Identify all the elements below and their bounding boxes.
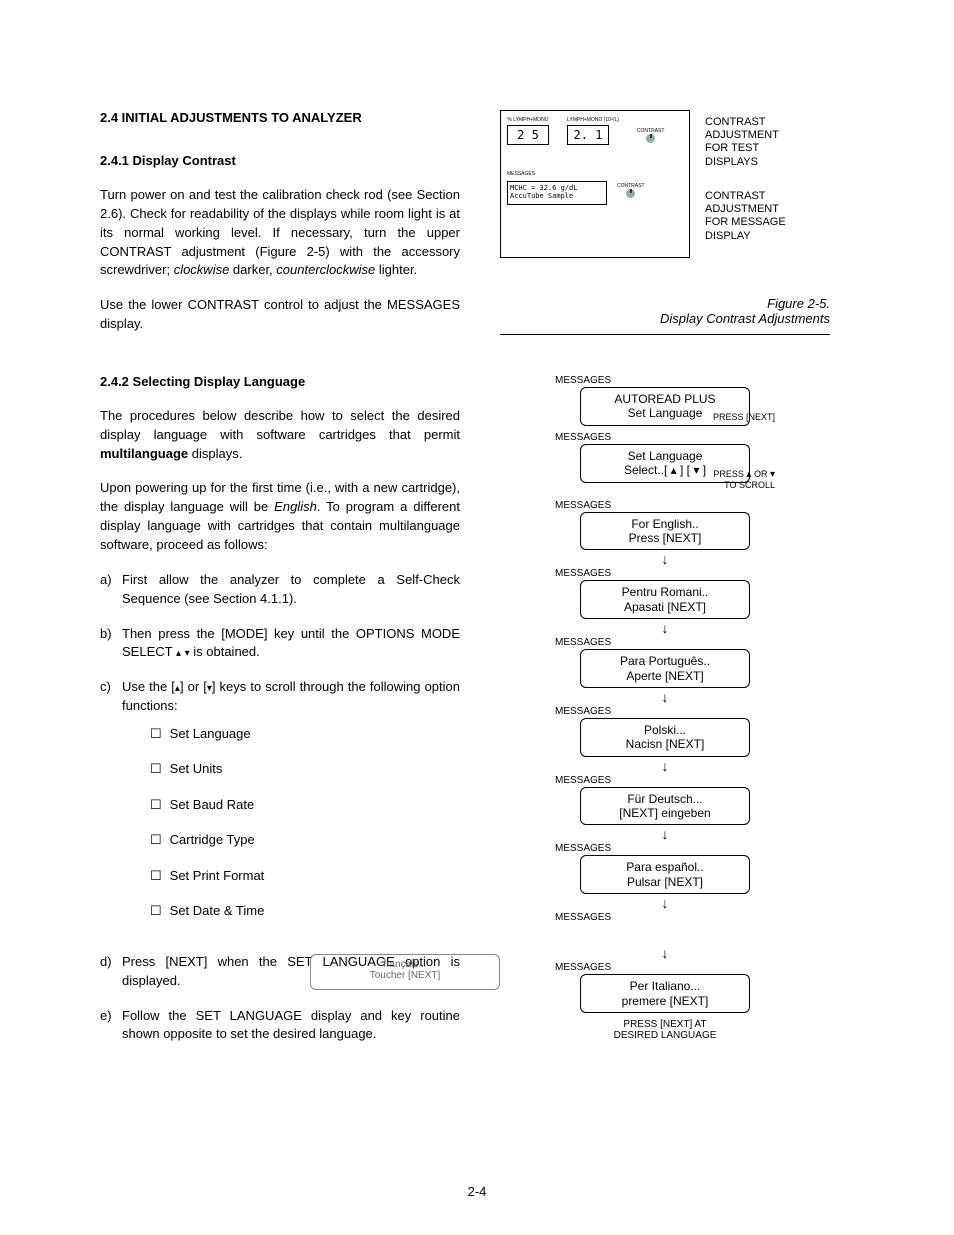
down-arrow-icon: ↓	[525, 896, 805, 910]
down-arrow-icon: ↓	[525, 759, 805, 773]
step-c: Use the [] or [] keys to scroll through …	[122, 678, 460, 937]
para-241-1: Turn power on and test the calibration c…	[100, 186, 460, 280]
callout-2: CONTRAST ADJUSTMENT FOR MESSAGE DISPLAY	[705, 190, 786, 243]
opt-item: Set Print Format	[150, 866, 460, 886]
para-242-1: The procedures below describe how to sel…	[100, 407, 460, 464]
para-241-2: Use the lower CONTRAST control to adjust…	[100, 296, 460, 334]
contrast-dial-lower	[626, 189, 635, 198]
step-e: Follow the SET LANGUAGE display and key …	[122, 1007, 460, 1045]
left-column: 2.4 INITIAL ADJUSTMENTS TO ANALYZER 2.4.…	[100, 110, 460, 1060]
stray-overlap-box: français...Toucher [NEXT]	[310, 954, 500, 990]
down-arrow-icon: ↓	[525, 690, 805, 704]
language-flowchart: MESSAGES AUTOREAD PLUSSet Language PRESS…	[525, 375, 805, 1041]
right-column: % LYMPH+MONO 2 5 LYMPH+MONO (10⁹/L) 2. 1…	[500, 110, 830, 1060]
contrast-dial-upper	[646, 134, 655, 143]
flow-screen: Für Deutsch...[NEXT] eingeben	[580, 787, 750, 826]
down-arrow-icon: ↓	[525, 946, 805, 960]
page-number: 2-4	[0, 1184, 954, 1199]
step-a: First allow the analyzer to complete a S…	[122, 571, 460, 609]
opt-item: Set Language	[150, 724, 460, 744]
step-b: Then press the [MODE] key until the OPTI…	[122, 625, 460, 663]
display-1: 2 5	[507, 125, 549, 145]
flow-screen: For English..Press [NEXT]	[580, 512, 750, 551]
callout-1: CONTRAST ADJUSTMENT FOR TEST DISPLAYS	[705, 116, 779, 169]
flow-screen: Para Português..Aperte [NEXT]	[580, 649, 750, 688]
section-heading: 2.4 INITIAL ADJUSTMENTS TO ANALYZER	[100, 110, 460, 125]
sub-heading-241: 2.4.1 Display Contrast	[100, 153, 460, 168]
divider	[500, 334, 830, 335]
opt-item: Cartridge Type	[150, 830, 460, 850]
messages-box: MCHC = 32.6 g/dL AccuTube Sample	[507, 181, 607, 205]
para-242-2: Upon powering up for the first time (i.e…	[100, 479, 460, 554]
display-2: 2. 1	[567, 125, 609, 145]
flow-screen: Per Italiano...premere [NEXT]	[580, 974, 750, 1013]
flow-screen: Para español..Pulsar [NEXT]	[580, 855, 750, 894]
opt-item: Set Units	[150, 759, 460, 779]
opt-item: Set Baud Rate	[150, 795, 460, 815]
sub-heading-242: 2.4.2 Selecting Display Language	[100, 374, 460, 389]
option-list: Set Language Set Units Set Baud Rate Car…	[150, 724, 460, 921]
flow-screen: Polski...Nacisn [NEXT]	[580, 718, 750, 757]
analyzer-panel: % LYMPH+MONO 2 5 LYMPH+MONO (10⁹/L) 2. 1…	[500, 110, 690, 258]
flow-screen: Pentru Romani..Apasati [NEXT]	[580, 580, 750, 619]
down-arrow-icon: ↓	[525, 827, 805, 841]
down-arrow-icon: ↓	[525, 621, 805, 635]
flow-footer: PRESS [NEXT] AT DESIRED LANGUAGE	[525, 1019, 805, 1041]
figure-2-5: % LYMPH+MONO 2 5 LYMPH+MONO (10⁹/L) 2. 1…	[500, 110, 830, 290]
figure-caption: Figure 2-5.Display Contrast Adjustments	[500, 296, 830, 326]
down-arrow-icon: ↓	[525, 552, 805, 566]
opt-item: Set Date & Time	[150, 901, 460, 921]
